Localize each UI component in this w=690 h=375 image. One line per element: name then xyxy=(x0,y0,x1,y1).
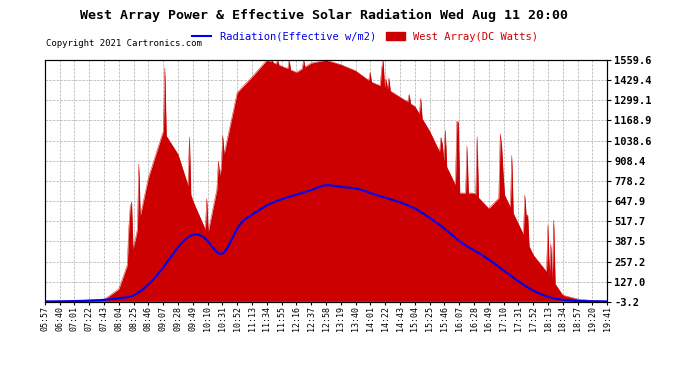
Text: Copyright 2021 Cartronics.com: Copyright 2021 Cartronics.com xyxy=(46,39,202,48)
Legend: Radiation(Effective w/m2), West Array(DC Watts): Radiation(Effective w/m2), West Array(DC… xyxy=(188,28,542,46)
Text: West Array Power & Effective Solar Radiation Wed Aug 11 20:00: West Array Power & Effective Solar Radia… xyxy=(80,9,569,22)
